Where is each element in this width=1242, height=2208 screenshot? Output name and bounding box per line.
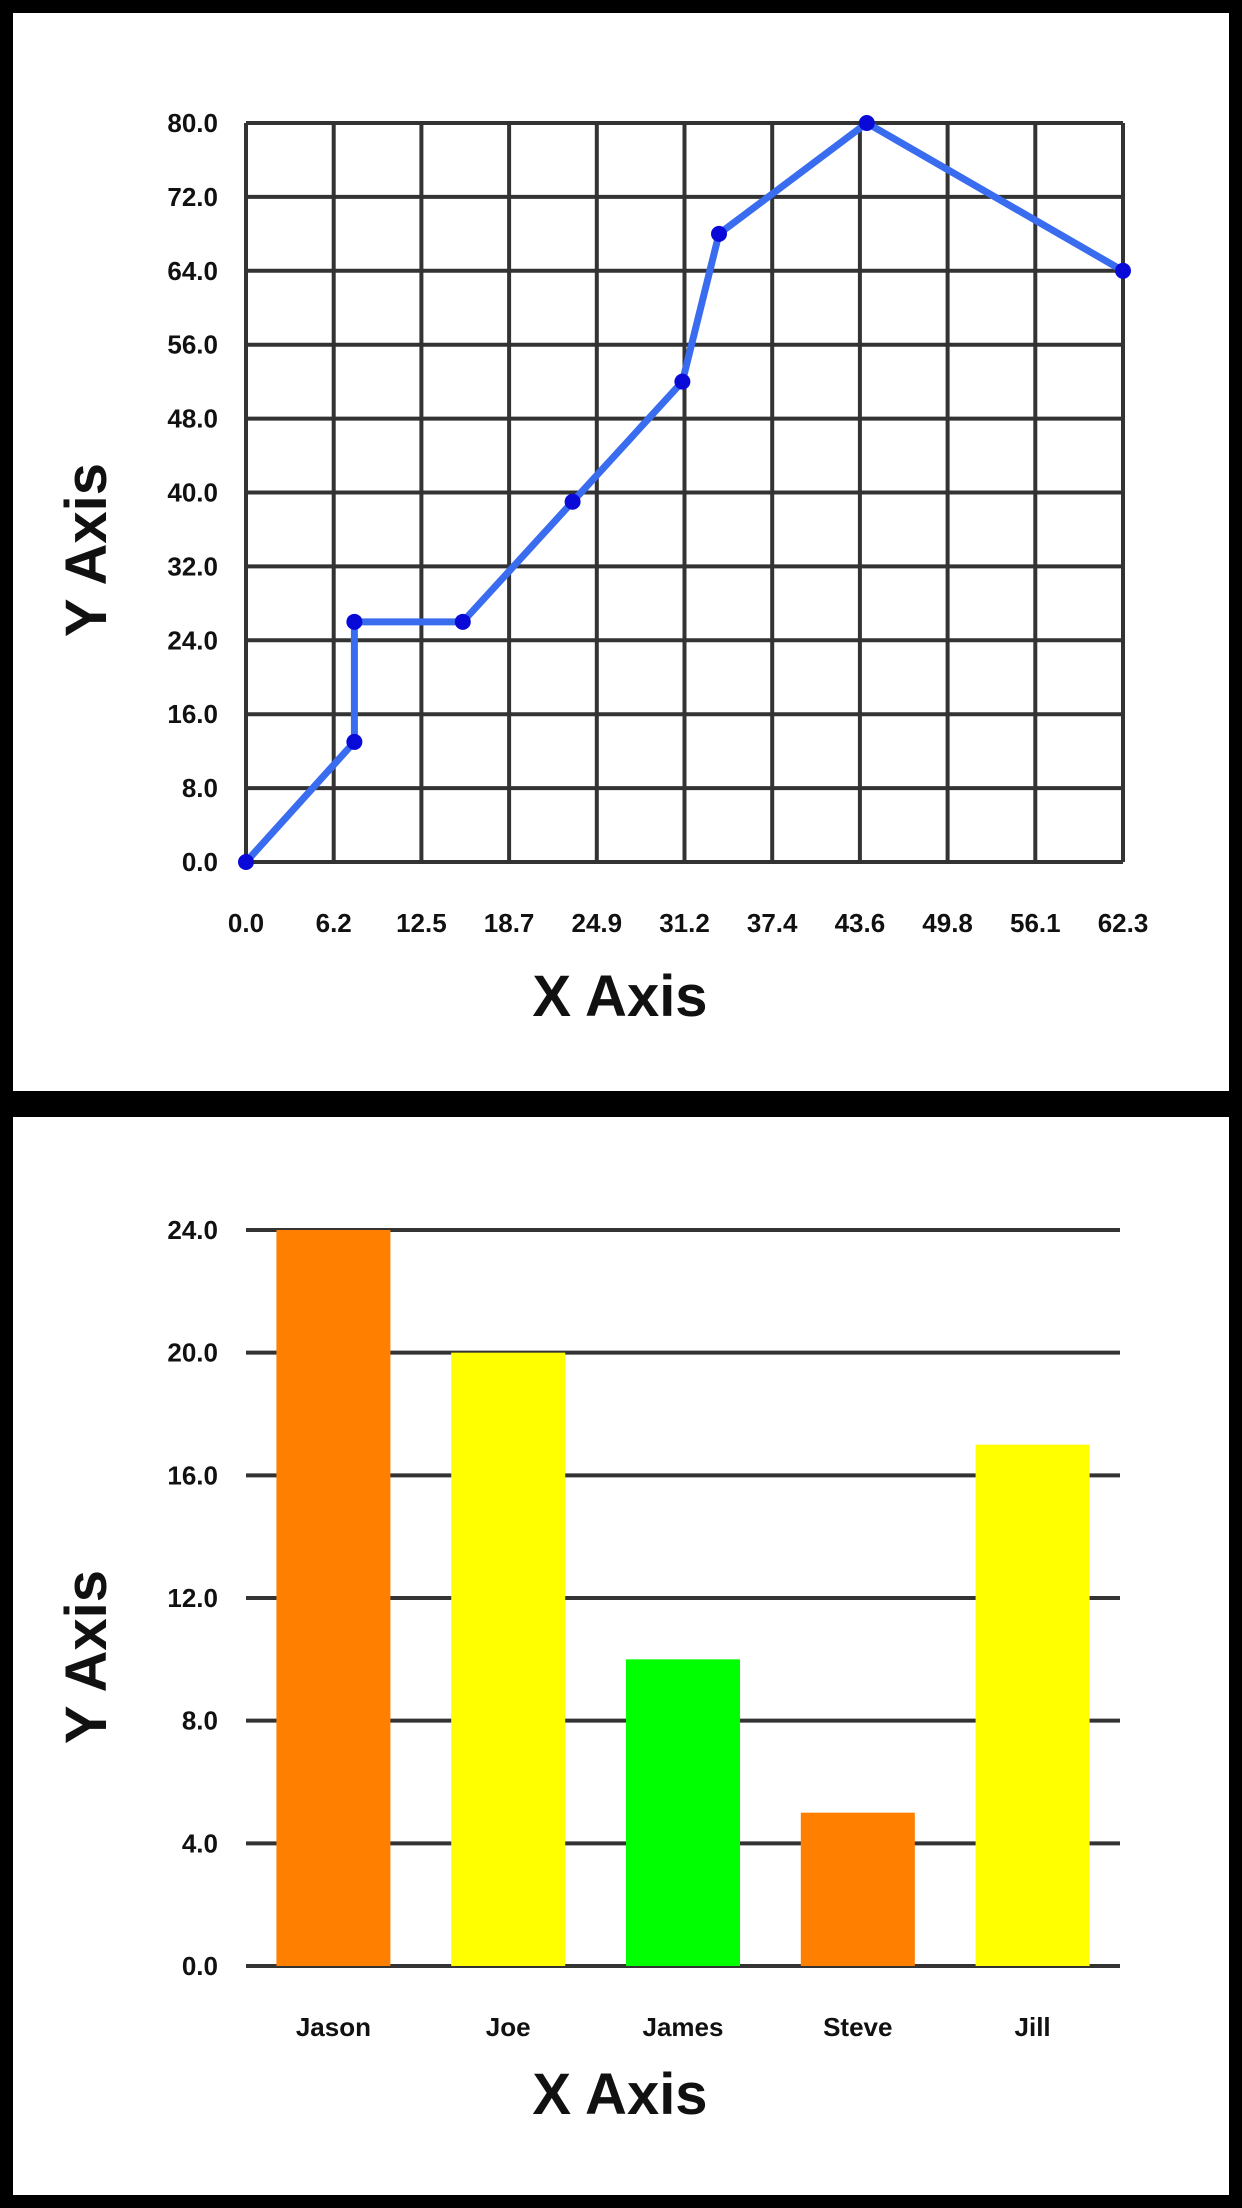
line-chart-y-ticks: 0.0 8.0 16.0 24.0 32.0 40.0 48.0 56.0 64.0 72.0 80… (167, 108, 218, 877)
data-point (710, 225, 727, 242)
bar-chart-y-axis-title: Y Axis (54, 1570, 119, 1744)
data-point (674, 373, 691, 390)
data-point (238, 854, 254, 870)
bar-chart: 0.0 4.0 8.0 12.0 16.0 20.0 24.0 Jason Joe James S… (54, 1215, 1120, 2127)
bar-chart-bars (276, 1230, 1090, 1966)
line-chart-x-axis-title: X Axis (532, 964, 707, 1029)
x-tick-label: James (643, 2012, 724, 2042)
x-tick-label: Joe (486, 2012, 531, 2042)
x-tick-label: 43.6 (835, 908, 886, 938)
line-chart-y-axis-title: Y Axis (54, 463, 119, 637)
line-chart-x-ticks: 0.0 6.2 12.5 18.7 24.9 31.2 37.4 43.6 49.8 56.1 62… (228, 908, 1148, 938)
data-point (346, 613, 363, 630)
y-tick-label: 56.0 (167, 330, 218, 360)
data-point (1115, 262, 1131, 279)
x-tick-label: 0.0 (228, 908, 264, 938)
x-tick-label: 31.2 (659, 908, 710, 938)
x-tick-label: Steve (823, 2012, 892, 2042)
x-tick-label: 12.5 (396, 908, 447, 938)
line-chart-series (238, 115, 1131, 870)
y-tick-label: 0.0 (182, 847, 218, 877)
bar-chart-y-ticks: 0.0 4.0 8.0 12.0 16.0 20.0 24.0 (167, 1215, 218, 1981)
x-tick-label: Jason (296, 2012, 371, 2042)
y-tick-label: 48.0 (167, 404, 218, 434)
y-tick-label: 64.0 (167, 256, 218, 286)
x-tick-label: 49.8 (922, 908, 973, 938)
bar (276, 1230, 391, 1966)
bar (800, 1812, 915, 1966)
data-point (454, 613, 471, 630)
y-tick-label: 32.0 (167, 551, 218, 581)
x-tick-label: 56.1 (1010, 908, 1061, 938)
x-tick-label: Jill (1015, 2012, 1051, 2042)
y-tick-label: 8.0 (182, 1706, 218, 1736)
y-tick-label: 20.0 (167, 1338, 218, 1368)
x-tick-label: 6.2 (316, 908, 352, 938)
data-point (346, 733, 363, 750)
data-point (858, 115, 875, 131)
bar (975, 1444, 1090, 1966)
y-tick-label: 24.0 (167, 1215, 218, 1245)
x-tick-label: 24.9 (571, 908, 622, 938)
y-tick-label: 80.0 (167, 108, 218, 138)
bar (626, 1659, 740, 1966)
y-tick-label: 24.0 (167, 625, 218, 655)
y-tick-label: 8.0 (182, 773, 218, 803)
line-chart-grid (244, 121, 1125, 864)
y-tick-label: 40.0 (167, 478, 218, 508)
x-tick-label: 37.4 (747, 908, 798, 938)
y-tick-label: 16.0 (167, 699, 218, 729)
y-tick-label: 16.0 (167, 1460, 218, 1490)
bar-chart-x-ticks: Jason Joe James Steve Jill (296, 2012, 1051, 2042)
line-chart: 0.0 8.0 16.0 24.0 32.0 40.0 48.0 56.0 64.0 72.0 80… (54, 108, 1148, 1029)
x-tick-label: 62.3 (1098, 908, 1149, 938)
line-chart-panel: 0.0 8.0 16.0 24.0 32.0 40.0 48.0 56.0 64.0 72.0 80… (13, 13, 1229, 1091)
y-tick-label: 0.0 (182, 1951, 218, 1981)
bar-chart-panel: 0.0 4.0 8.0 12.0 16.0 20.0 24.0 Jason Joe James S… (13, 1117, 1229, 2195)
y-tick-label: 12.0 (167, 1583, 218, 1613)
data-point (564, 493, 581, 510)
bar-chart-x-axis-title: X Axis (532, 2062, 707, 2127)
y-tick-label: 72.0 (167, 182, 218, 212)
bar (451, 1352, 566, 1966)
x-tick-label: 18.7 (484, 908, 535, 938)
y-tick-label: 4.0 (182, 1828, 218, 1858)
